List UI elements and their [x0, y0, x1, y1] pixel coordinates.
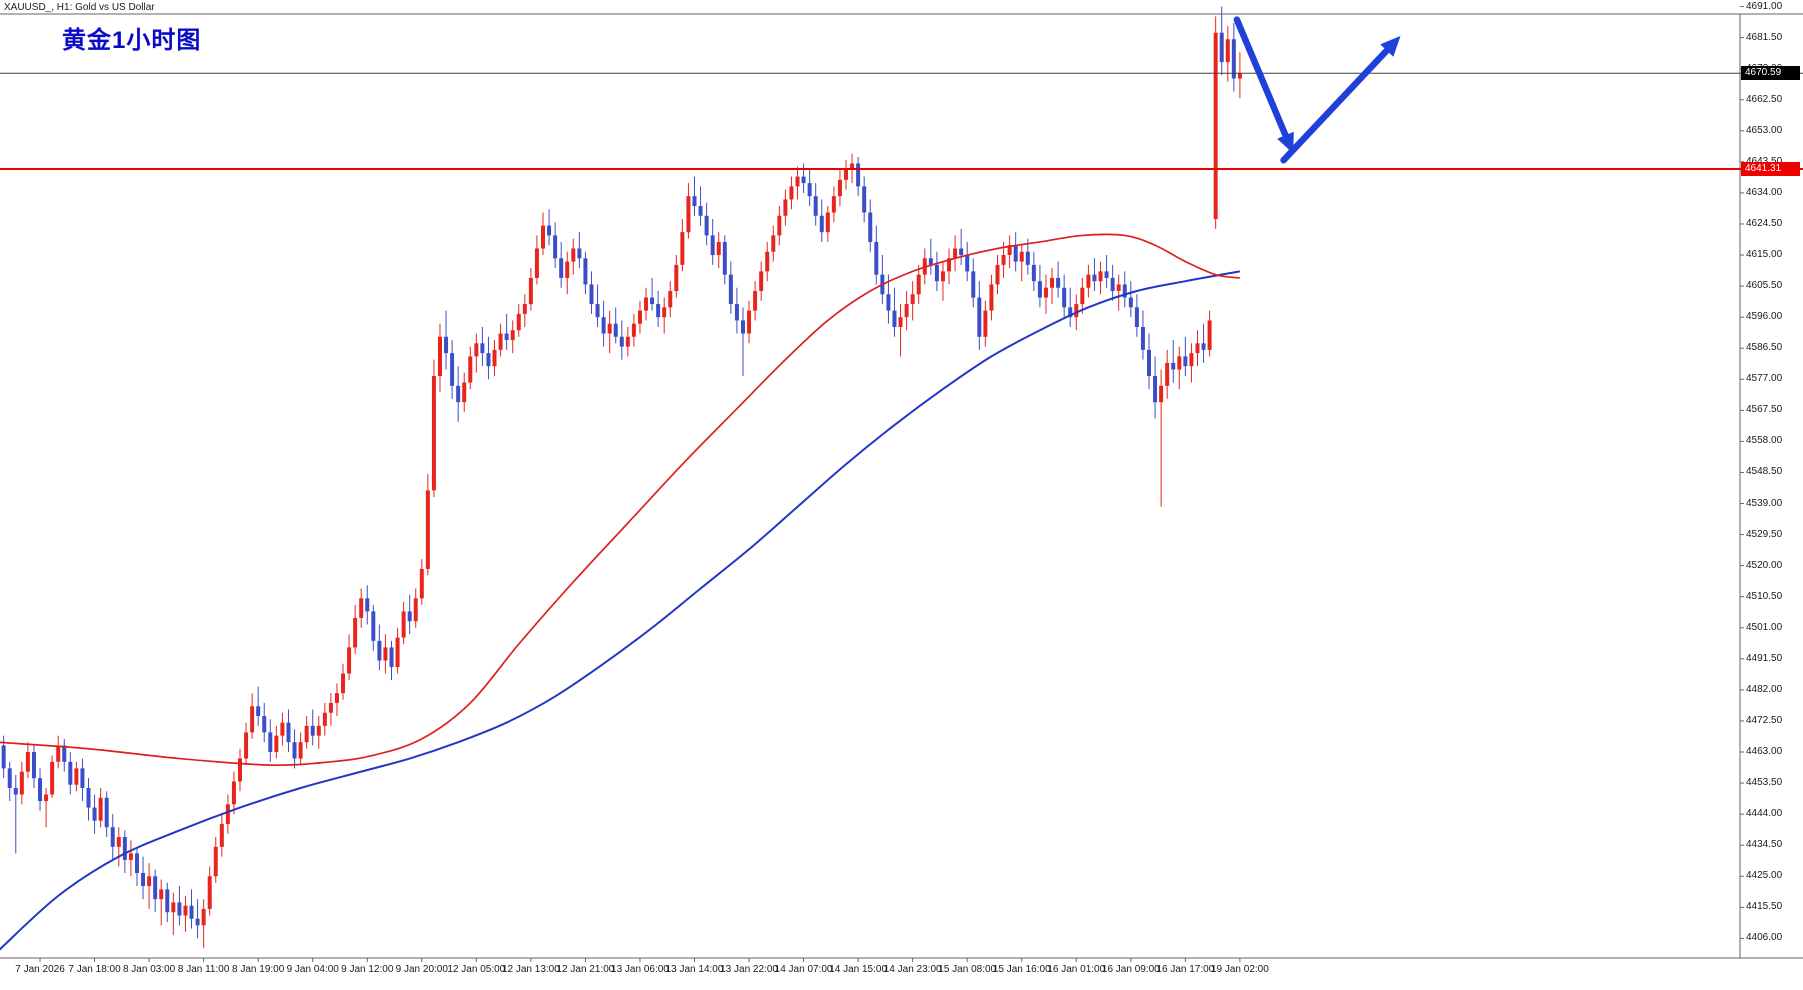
price-tick-label: 4539.00 [1746, 497, 1783, 509]
price-tick-label: 4567.50 [1746, 404, 1783, 416]
time-tick-label: 13 Jan 06:00 [611, 964, 669, 975]
price-tick-label: 4558.00 [1746, 435, 1783, 447]
time-tick-label: 16 Jan 09:00 [1101, 964, 1160, 975]
time-tick-label: 12 Jan 05:00 [447, 964, 506, 975]
time-tick-label: 16 Jan 01:00 [1047, 964, 1106, 975]
price-tick-label: 4406.00 [1746, 932, 1783, 944]
price-tick-label: 4653.00 [1746, 124, 1783, 136]
price-tick-label: 4491.50 [1746, 652, 1783, 664]
candlestick-series [1, 6, 1242, 949]
price-tick-label: 4472.50 [1746, 714, 1783, 726]
price-tick-label: 4415.50 [1746, 901, 1783, 913]
time-tick-label: 12 Jan 21:00 [556, 964, 615, 975]
price-tick-label: 4691.00 [1746, 0, 1783, 12]
time-tick-label: 14 Jan 23:00 [883, 964, 942, 975]
time-tick-label: 16 Jan 17:00 [1156, 964, 1215, 975]
support-price-value: 4641.31 [1745, 163, 1782, 174]
price-tick-label: 4520.00 [1746, 559, 1783, 571]
ma-blue-line [0, 270, 1241, 951]
time-tick-label: 9 Jan 04:00 [286, 964, 339, 975]
time-tick-label: 8 Jan 11:00 [177, 964, 230, 975]
price-tick-label: 4482.00 [1746, 683, 1783, 695]
chart-annotation-title: 黄金1小时图 [62, 27, 202, 54]
price-tick-label: 4577.00 [1746, 373, 1783, 385]
price-tick-label: 4463.00 [1746, 746, 1783, 757]
price-tick-label: 4434.50 [1746, 839, 1783, 851]
price-tick-label: 4681.50 [1746, 31, 1783, 43]
price-tick-label: 4510.50 [1746, 590, 1783, 602]
price-tick-label: 4453.50 [1746, 777, 1783, 789]
price-tick-label: 4624.50 [1746, 217, 1783, 229]
price-tick-label: 4605.50 [1746, 280, 1783, 292]
trend-arrow[interactable] [1280, 35, 1401, 164]
price-tick-label: 4425.00 [1746, 870, 1783, 882]
time-tick-label: 9 Jan 20:00 [395, 964, 448, 975]
price-tick-label: 4529.50 [1746, 528, 1783, 540]
current-price-badge: 4670.59 [1741, 66, 1800, 81]
price-tick-label: 4643.50 [1746, 156, 1782, 167]
time-tick-label: 15 Jan 16:00 [992, 964, 1051, 975]
price-tick-label: 4596.00 [1746, 311, 1783, 323]
time-tick-label: 7 Jan 2026 [15, 964, 65, 975]
time-tick-label: 19 Jan 02:00 [1210, 964, 1269, 975]
chart-symbol-title: XAUUSD_, H1: Gold vs US Dollar [4, 2, 155, 13]
time-tick-label: 12 Jan 13:00 [501, 964, 560, 975]
time-tick-label: 15 Jan 08:00 [938, 964, 997, 975]
current-price-value: 4670.59 [1745, 67, 1782, 79]
support-line-price-badge: 4641.31 [1741, 162, 1800, 176]
time-tick-label: 8 Jan 03:00 [122, 964, 176, 975]
time-tick-label: 13 Jan 22:00 [720, 964, 778, 975]
price-tick-label: 4548.50 [1746, 466, 1783, 478]
time-tick-label: 7 Jan 18:00 [68, 964, 121, 975]
time-tick-label: 8 Jan 19:00 [232, 964, 285, 975]
trend-arrow[interactable] [1233, 16, 1294, 154]
time-tick-label: 13 Jan 14:00 [665, 964, 724, 975]
time-tick-label: 9 Jan 12:00 [341, 964, 394, 975]
price-tick-label: 4662.50 [1746, 93, 1783, 105]
price-tick-label: 4615.00 [1746, 249, 1783, 261]
time-tick-label: 14 Jan 15:00 [829, 964, 888, 975]
price-tick-label: 4501.00 [1746, 621, 1783, 633]
ma-red-line [0, 233, 1241, 767]
time-tick-label: 14 Jan 07:00 [774, 964, 833, 975]
price-tick-label: 4634.00 [1746, 186, 1783, 198]
price-tick-label: 4586.50 [1746, 342, 1783, 354]
price-tick-label: 4444.00 [1746, 808, 1783, 820]
